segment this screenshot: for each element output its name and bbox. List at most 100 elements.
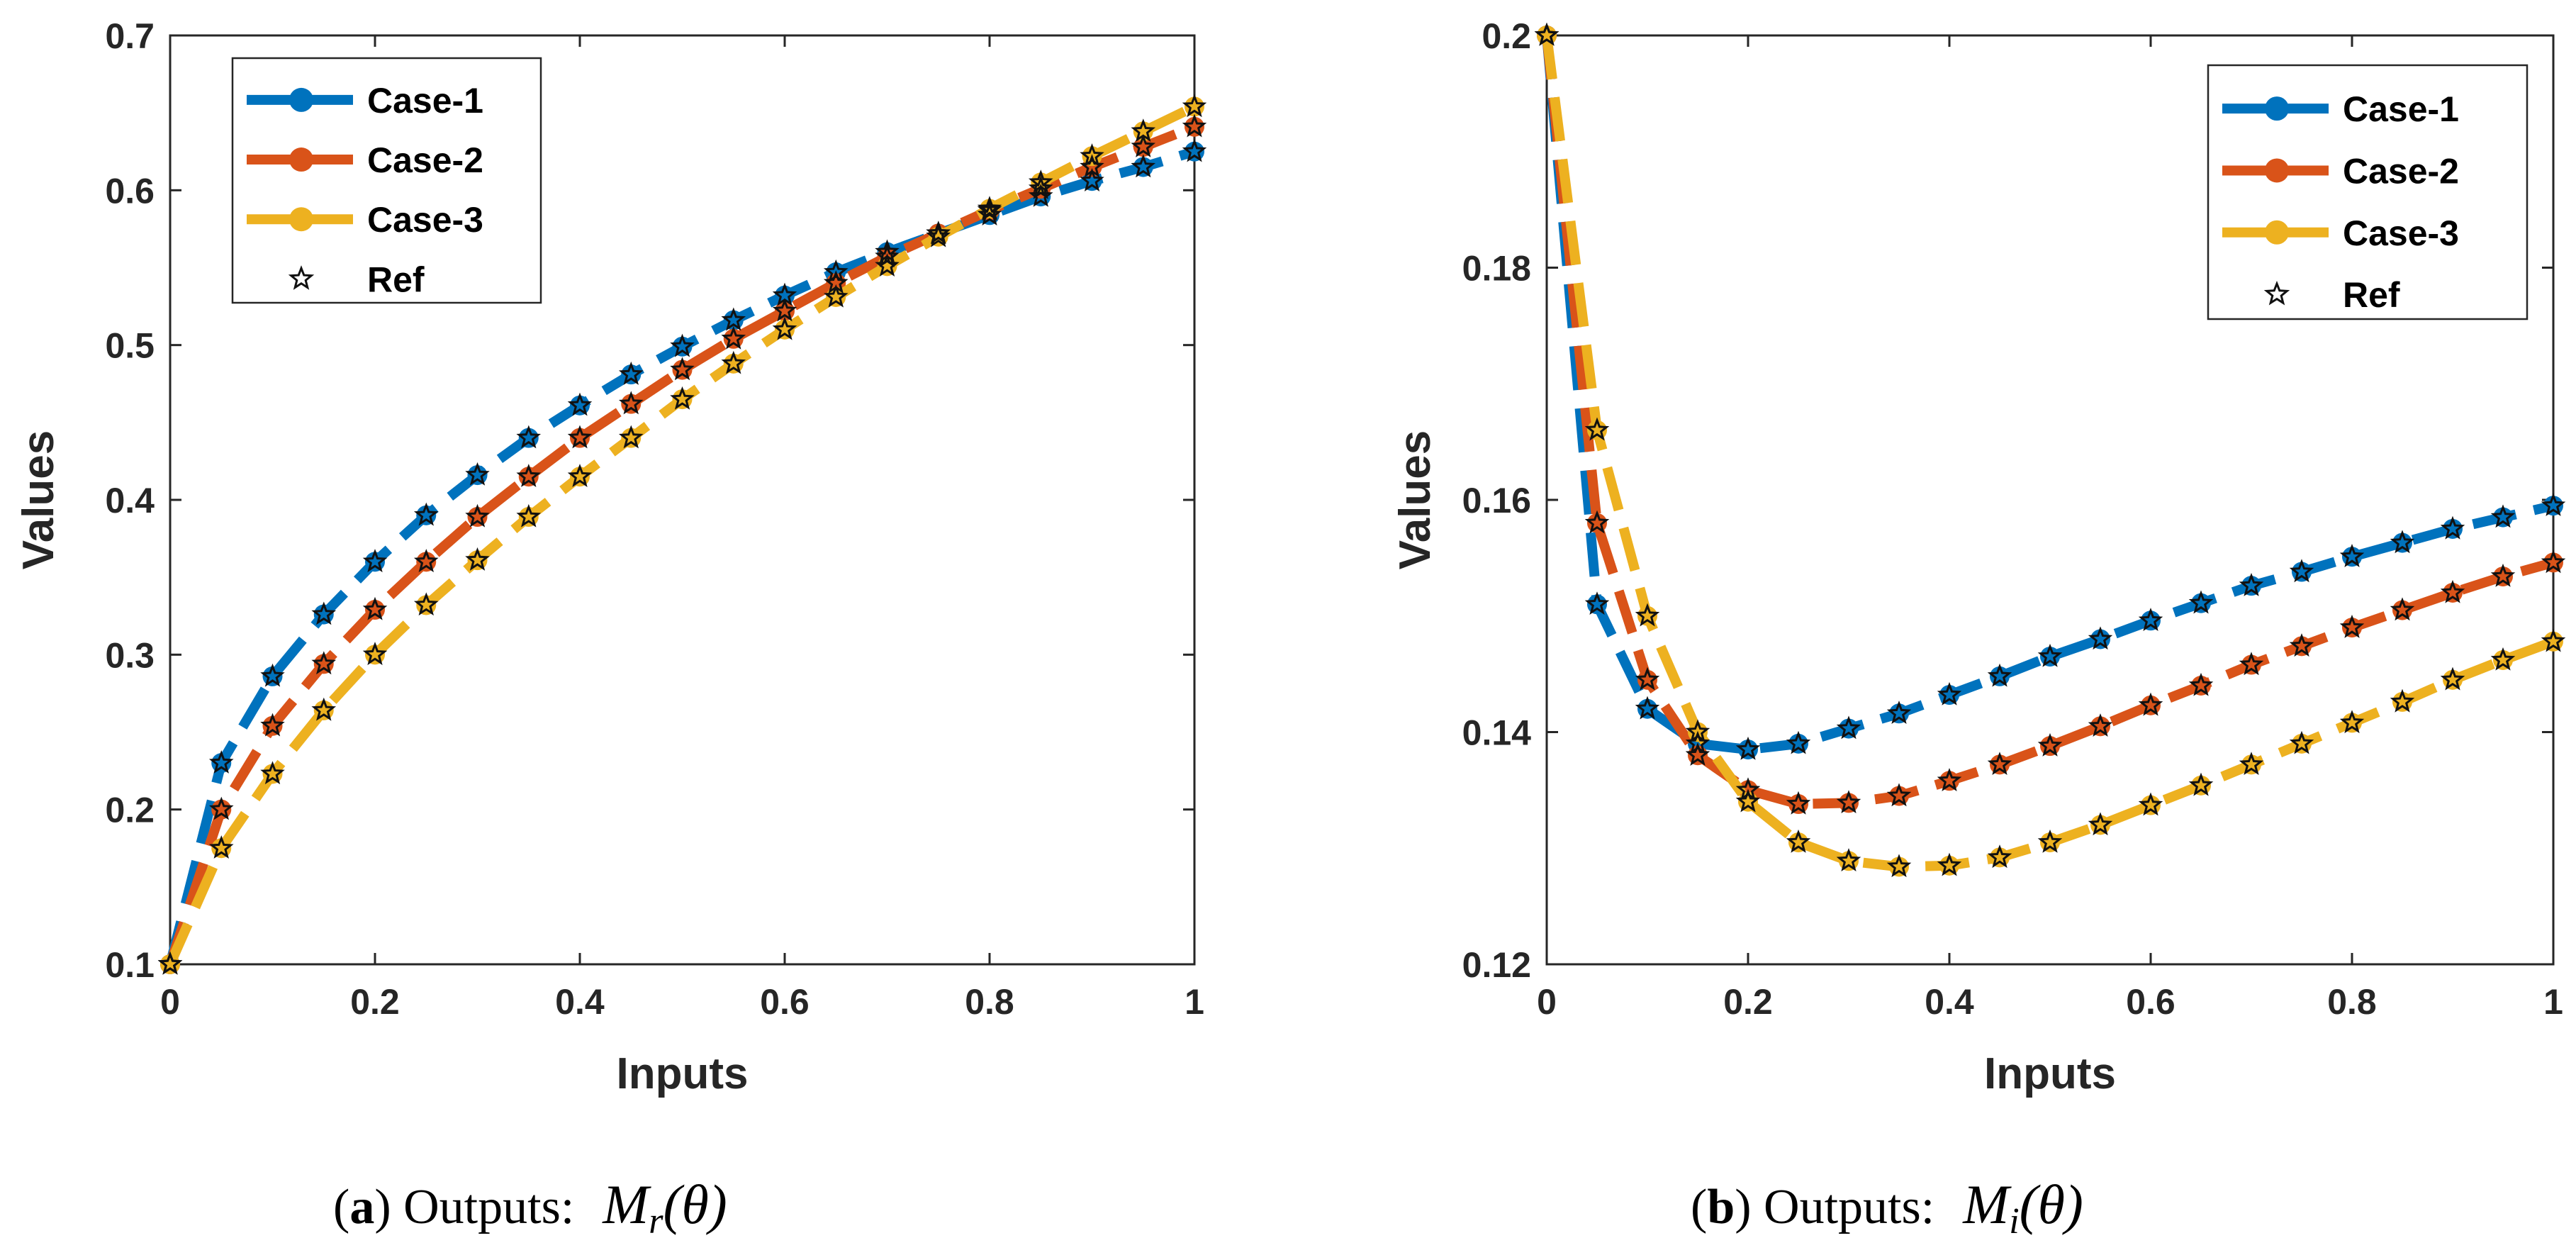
y-tick-label: 0.2 [1482, 16, 1531, 56]
ref-marker [2289, 730, 2314, 754]
ref-marker [311, 697, 337, 721]
legend-marker [289, 147, 313, 172]
ref-marker [2339, 710, 2365, 734]
ref-marker [618, 361, 644, 385]
ref-marker [1937, 681, 1962, 705]
ref-marker [208, 750, 234, 774]
y-tick-label: 0.7 [105, 16, 155, 56]
ref-marker [875, 243, 900, 267]
ref-marker [721, 307, 746, 331]
ref-marker [567, 425, 593, 449]
caption-label: a [349, 1180, 374, 1234]
ref-marker [2037, 829, 2063, 853]
y-tick-label: 0.12 [1462, 945, 1531, 985]
ref-marker [1028, 183, 1053, 207]
ref-marker [2088, 713, 2113, 737]
ref-marker [1182, 94, 1207, 118]
ref-marker [208, 835, 234, 859]
ref-marker [1786, 791, 1811, 815]
ref-marker [1685, 719, 1710, 743]
y-tick-label: 0.3 [105, 635, 155, 675]
ref-marker [875, 253, 900, 277]
ref-marker [823, 259, 849, 283]
ref-marker [1937, 768, 1962, 791]
ref-marker [413, 549, 439, 573]
ref-marker [2490, 563, 2516, 587]
y-tick-label: 0.14 [1462, 713, 1532, 753]
y-axis-label: Values [1391, 430, 1440, 569]
x-tick-label: 0 [1537, 982, 1557, 1022]
ref-marker [2541, 628, 2566, 652]
x-tick-label: 0.4 [555, 982, 605, 1022]
y-tick-label: 0.4 [105, 481, 155, 520]
ref-marker [1080, 143, 1104, 167]
ref-marker [567, 464, 593, 487]
x-tick-label: 0.2 [350, 982, 400, 1022]
x-tick-label: 0.2 [1723, 982, 1773, 1022]
ref-marker [670, 386, 695, 410]
ref-marker [2289, 633, 2314, 657]
y-tick-label: 0.2 [105, 791, 155, 830]
x-axis-label: Inputs [1984, 1049, 2116, 1098]
ref-marker [2490, 504, 2516, 528]
ref-marker [721, 350, 746, 374]
ref-marker [2239, 573, 2264, 596]
x-tick-label: 0.4 [1925, 982, 1974, 1022]
ref-marker [465, 503, 490, 528]
ref-marker [465, 462, 490, 486]
ref-marker [2088, 812, 2113, 836]
caption-math-sub: i [2009, 1201, 2019, 1242]
x-tick-label: 1 [1185, 982, 1204, 1022]
ref-marker [260, 761, 285, 785]
ref-marker [413, 592, 439, 616]
caption-text: ) Outputs: [1735, 1180, 1934, 1234]
ref-marker [1987, 663, 2012, 687]
ref-marker [670, 333, 695, 357]
caption-paren: ( [1691, 1180, 1707, 1234]
ref-marker [1635, 603, 1660, 627]
x-tick-label: 0.8 [965, 982, 1014, 1022]
ref-marker [1131, 134, 1156, 157]
caption-math-arg: (θ) [663, 1173, 727, 1235]
ref-marker [2541, 550, 2566, 574]
ref-marker [977, 196, 1002, 220]
legend-marker [289, 207, 313, 232]
ref-marker [2339, 543, 2365, 568]
ref-marker [1028, 169, 1053, 194]
caption-label: b [1707, 1180, 1735, 1234]
ref-marker [1836, 715, 1861, 740]
ref-marker [208, 796, 234, 820]
ref-marker [157, 951, 183, 975]
ref-marker [1987, 844, 2012, 869]
ref-marker [2490, 647, 2516, 671]
legend-ref-marker [2263, 280, 2290, 306]
ref-marker [926, 223, 951, 247]
ref-marker [1886, 783, 1912, 807]
legend: Case-1 Case-2 Case-3 Ref [231, 57, 542, 304]
ref-marker [1182, 138, 1207, 162]
series-ref [1534, 22, 2566, 878]
ref-marker [2390, 597, 2415, 621]
ref-marker [2239, 752, 2264, 776]
ref-marker [1131, 154, 1156, 178]
legend-ref-marker [288, 265, 315, 290]
x-axis-label: Inputs [617, 1049, 749, 1098]
legend-label: Ref [2343, 275, 2400, 315]
caption-math-main: M [1962, 1173, 2012, 1235]
chart-b: 0 0.2 0.4 0.6 0.8 1 0.12 0.14 0.16 0.18 0.2 Inputs V… [1391, 16, 2566, 1242]
legend-label: Case-2 [367, 140, 483, 180]
ref-marker [823, 284, 849, 308]
x-tick-label: 0.8 [2327, 982, 2377, 1022]
legend-label: Case-3 [367, 200, 483, 240]
ref-marker [2239, 652, 2264, 676]
ref-marker [1080, 167, 1104, 192]
series-line [165, 122, 1197, 966]
legend-label: Case-2 [2343, 151, 2459, 191]
ref-marker [260, 663, 285, 687]
ref-marker [413, 502, 439, 526]
caption-math-sub: r [649, 1201, 663, 1242]
ref-marker [2138, 792, 2163, 816]
ref-marker [2138, 608, 2163, 631]
ref-marker [618, 391, 644, 415]
